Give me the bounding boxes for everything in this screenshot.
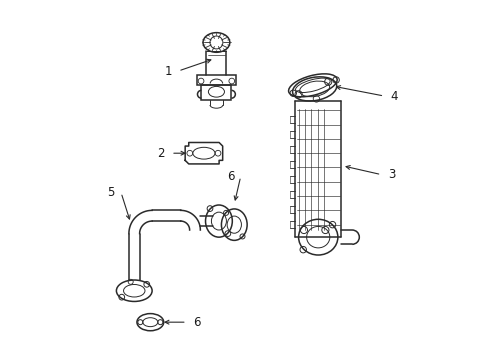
Text: 5: 5 — [107, 186, 115, 199]
Text: 3: 3 — [388, 168, 395, 181]
Text: 6: 6 — [193, 316, 201, 329]
Text: 4: 4 — [391, 90, 398, 103]
Text: 2: 2 — [157, 147, 165, 160]
Text: 1: 1 — [164, 64, 172, 77]
Text: 6: 6 — [227, 170, 234, 183]
